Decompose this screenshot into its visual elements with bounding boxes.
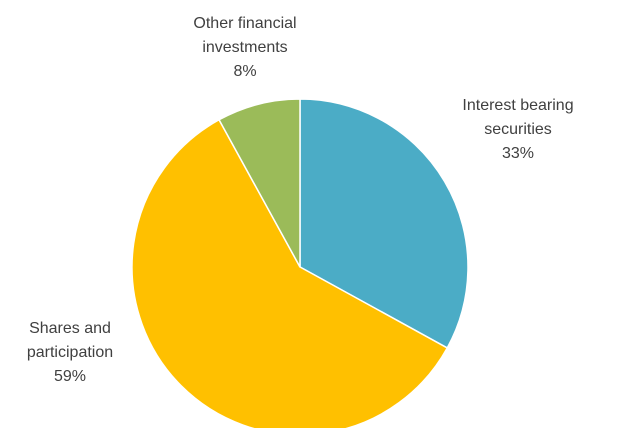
pie-slice-label-1: Interest bearing securities 33% bbox=[462, 97, 573, 162]
slice-value-label: 8% bbox=[233, 63, 256, 80]
slice-category-label: participation bbox=[27, 344, 113, 361]
pie-slice-label-2: Shares and participation 59% bbox=[27, 320, 113, 385]
slice-value-label: 59% bbox=[54, 368, 86, 385]
slice-value-label: 33% bbox=[502, 145, 534, 162]
slice-category-label: Shares and bbox=[29, 320, 111, 337]
slice-category-label: Interest bearing bbox=[462, 97, 573, 114]
pie-labels: Interest bearing securities 33% Shares and p… bbox=[27, 15, 574, 385]
pie-slice-1 bbox=[299, 98, 469, 349]
slice-category-label: Other financial bbox=[193, 15, 296, 32]
pie-slice-2 bbox=[131, 118, 449, 428]
pie-slice-label-3: Other financial investments 8% bbox=[193, 15, 296, 80]
slice-category-label: investments bbox=[202, 39, 287, 56]
slice-category-label: securities bbox=[484, 121, 552, 138]
pie-slice-3 bbox=[218, 98, 301, 268]
pie-slices bbox=[131, 98, 469, 428]
